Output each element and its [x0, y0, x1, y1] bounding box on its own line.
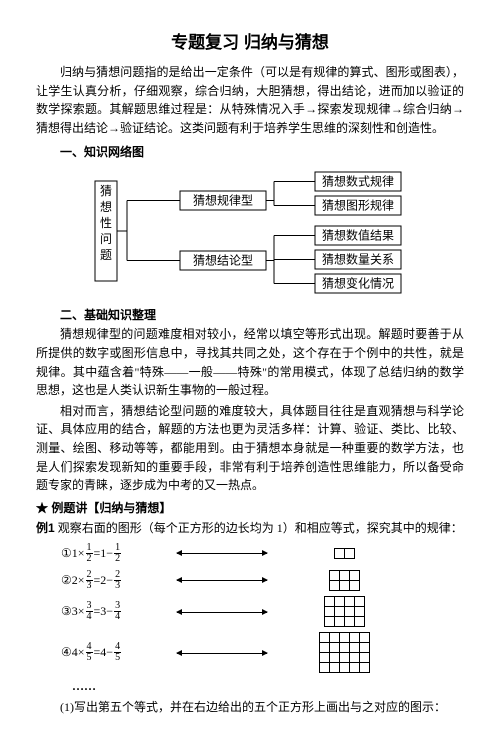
svg-text:性: 性 [100, 216, 112, 230]
square-grid [279, 597, 409, 627]
document-page: 专题复习 归纳与猜想 归纳与猜想问题指的是给出一定条件（可以是有规律的算式、图形… [0, 0, 500, 738]
body-paragraph-1: 猜想规律型的问题难度相对较小，经常以填空等形式出现。解题时要善于从所提供的数字或… [36, 325, 464, 399]
intro-paragraph: 归纳与猜想问题指的是给出一定条件（可以是有规律的算式、图形或图表），让学生认真分… [36, 63, 464, 137]
ellipsis: …… [36, 679, 464, 694]
svg-text:猜想变化情况: 猜想变化情况 [322, 276, 394, 291]
svg-text:猜想结论型: 猜想结论型 [193, 253, 253, 268]
double-arrow-icon [177, 609, 267, 615]
equation-row: ④4×45=4−45 [36, 633, 464, 673]
equation-row: ③3×34=3−34 [36, 597, 464, 627]
equation-formula: ④4×45=4−45 [36, 642, 171, 663]
svg-text:猜想数值结果: 猜想数值结果 [322, 228, 394, 243]
equation-formula: ①1×12=1−12 [36, 543, 171, 564]
equation-formula: ③3×34=3−34 [36, 601, 171, 622]
knowledge-diagram: 猜想性问题 猜想规律型猜想结论型 猜想数式规律猜想图形规律猜想数值结果猜想数量关系猜… [85, 166, 415, 300]
equation-row: ②2×23=2−23 [36, 570, 464, 591]
svg-text:问: 问 [100, 232, 112, 246]
svg-text:想: 想 [100, 199, 112, 214]
equation-row: ①1×12=1−12 [36, 543, 464, 564]
section-heading-3: ★ 例题讲【归纳与猜想】 [36, 499, 464, 516]
square-grid [279, 633, 409, 673]
page-title: 专题复习 归纳与猜想 [36, 28, 464, 53]
double-arrow-icon [177, 550, 267, 556]
section-heading-2: 二、基础知识整理 [36, 306, 464, 323]
svg-text:猜想数量关系: 猜想数量关系 [322, 252, 394, 267]
double-arrow-icon [177, 577, 267, 583]
body-paragraph-2: 相对而言，猜想结论型问题的难度较大，具体题目往往是直观猜想与科学论证、具体应用的… [36, 402, 464, 495]
example-lead-text: 观察右面的图形（每个正方形的边长均为 1）和相应等式，探究其中的规律： [58, 521, 463, 535]
example-1: 例1 观察右面的图形（每个正方形的边长均为 1）和相应等式，探究其中的规律： [36, 519, 464, 537]
equation-formula: ②2×23=2−23 [36, 570, 171, 591]
double-arrow-icon [177, 650, 267, 656]
svg-text:猜想数式规律: 猜想数式规律 [322, 174, 394, 189]
example-label: 例1 [36, 521, 55, 535]
svg-text:猜: 猜 [100, 184, 112, 198]
diagram-svg: 猜想性问题 猜想规律型猜想结论型 猜想数式规律猜想图形规律猜想数值结果猜想数量关系猜… [85, 166, 415, 296]
question-1: (1)写出第五个等式，并在右边给出的五个正方形上画出与之对应的图示： [36, 698, 464, 717]
equations-block: ①1×12=1−12 ②2×23=2−23 ③3×34=3−34 ④4×45=4−45 [36, 543, 464, 673]
square-grid [279, 570, 409, 590]
svg-text:猜想规律型: 猜想规律型 [193, 193, 253, 208]
square-grid [279, 548, 409, 558]
section-heading-1: 一、知识网络图 [36, 143, 464, 160]
svg-text:题: 题 [100, 248, 112, 262]
svg-text:猜想图形规律: 猜想图形规律 [322, 198, 394, 213]
